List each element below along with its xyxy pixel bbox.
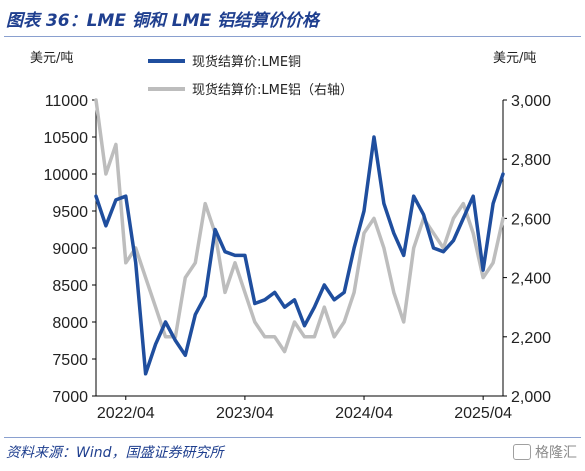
- left-tick-label: 11000: [45, 93, 88, 110]
- series-line-aluminum: [94, 98, 505, 354]
- right-tick-label: 2,400: [511, 271, 551, 288]
- legend: 现货结算价:LME铜 现货结算价:LME铝（右轴）: [148, 54, 353, 98]
- source-note: 资料来源：Wind，国盛证券研究所: [6, 445, 224, 461]
- x-tick-label: 2024/04: [335, 405, 393, 422]
- left-tick-label: 7500: [52, 352, 88, 369]
- left-tick-label: 9000: [52, 241, 88, 258]
- series: [94, 98, 505, 376]
- watermark-logo-icon: [513, 444, 531, 460]
- right-tick-label: 3,000: [511, 93, 551, 110]
- right-tick-label: 2,600: [511, 211, 551, 228]
- left-axis-unit: 美元/吨: [30, 51, 73, 66]
- right-tick-label: 2,000: [511, 389, 551, 406]
- watermark-text: 格隆汇: [535, 445, 577, 461]
- x-tick-label: 2022/04: [97, 405, 155, 422]
- x-tick-label: 2023/04: [216, 405, 274, 422]
- left-tick-label: 10500: [44, 130, 89, 147]
- source-divider: [4, 437, 581, 438]
- watermark: 格隆汇: [513, 442, 577, 462]
- left-tick-label: 9500: [52, 204, 88, 221]
- title-divider: [4, 36, 581, 37]
- left-tick-label: 8500: [52, 278, 88, 295]
- legend-label-copper: 现货结算价:LME铜: [192, 54, 301, 70]
- series-line-copper: [94, 135, 505, 376]
- left-tick-label: 8000: [52, 315, 88, 332]
- left-tick-label: 7000: [52, 389, 88, 406]
- x-tick-label: 2025/04: [454, 405, 512, 422]
- right-axis-unit: 美元/吨: [493, 51, 536, 66]
- axes: 7000 7500 8000 8500 9000 9500 10000 10500 11000 2…: [44, 93, 552, 422]
- dual-axis-line-chart: 美元/吨 美元/吨 现货结算价:LME铜 现货结算价:LME铝（右轴） 7000…: [30, 51, 552, 422]
- left-tick-label: 10000: [44, 167, 89, 184]
- chart-title: 图表 36：LME 铜和 LME 铝结算价价格: [6, 11, 320, 31]
- right-tick-label: 2,800: [511, 152, 551, 169]
- right-tick-label: 2,200: [511, 330, 551, 347]
- legend-label-aluminum: 现货结算价:LME铝（右轴）: [192, 82, 353, 98]
